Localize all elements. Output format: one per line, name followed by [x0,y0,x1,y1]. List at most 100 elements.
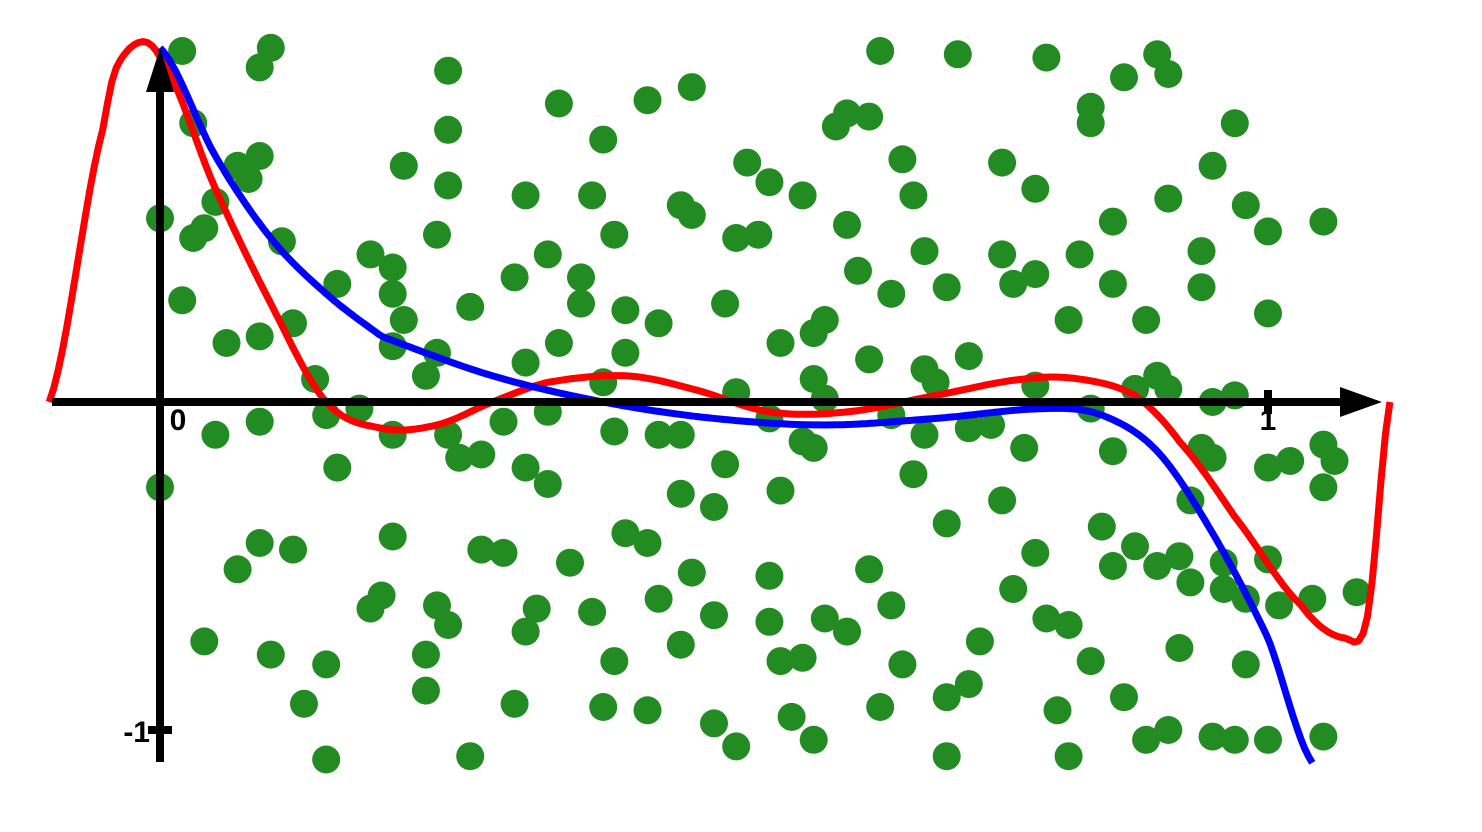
data-point [611,338,640,367]
data-point [954,670,983,699]
data-point [1220,109,1249,138]
data-point [910,237,939,266]
data-point [943,40,972,69]
data-point [633,86,662,115]
data-point [1032,43,1061,72]
data-point [677,558,706,587]
data-point [1154,374,1183,403]
data-point [1021,174,1050,203]
data-point [932,683,961,712]
data-point [855,345,884,374]
data-point [988,486,1017,515]
data-point [223,555,252,584]
data-point [1231,650,1260,679]
data-point [1098,207,1127,236]
data-point [467,535,496,564]
data-point [500,263,529,292]
data-point [666,420,695,449]
data-point [1143,552,1172,580]
data-point [866,693,895,721]
fit-curves [45,38,1394,765]
data-point [1010,433,1039,462]
data-point [290,689,318,718]
data-point [1098,552,1127,580]
y-tick-label: -1 [123,716,150,749]
data-point [511,348,540,377]
data-point [877,279,906,308]
data-point [467,440,496,469]
data-point [1320,447,1349,475]
scatter-points [146,33,1371,774]
data-point [932,509,961,538]
data-point [600,647,629,676]
data-point [245,407,274,436]
data-point [988,148,1017,177]
data-point [700,709,728,738]
data-point [766,329,795,357]
data-point [212,329,241,357]
data-point [1309,207,1338,236]
data-point [434,56,463,85]
data-point [356,240,385,269]
data-point [567,289,595,318]
data-point [323,269,352,298]
data-point [1154,184,1183,213]
data-point [256,640,285,669]
data-point [1154,716,1183,744]
data-point [600,220,629,249]
data-point [544,89,573,118]
data-point [411,640,440,669]
data-point [1165,634,1194,662]
x-tick-label: 1 [1260,404,1277,437]
data-point [567,263,595,292]
data-point [1065,240,1094,269]
data-point [389,306,418,334]
data-point [633,529,662,557]
data-point [1198,151,1227,180]
data-point [1187,273,1216,302]
data-point [644,309,673,338]
data-point [733,148,762,177]
data-point [988,240,1017,269]
x-tick-label: 0 [170,404,187,437]
data-point [1342,578,1371,607]
data-point [1309,473,1338,502]
data-point [954,342,983,371]
data-point [1021,260,1050,289]
blue-fit-curve [157,45,1316,765]
data-point [434,171,463,200]
data-point [932,742,961,771]
data-point [511,453,540,482]
data-point [666,479,695,508]
data-point [999,575,1028,603]
data-point [1054,742,1083,771]
data-point [1254,299,1282,328]
data-point [456,292,485,321]
data-point [766,476,795,505]
data-point [190,627,219,656]
data-point [1110,683,1138,712]
data-point [411,676,440,705]
data-point [611,519,640,548]
data-point [378,522,407,551]
data-point [511,617,540,646]
data-point [888,145,917,174]
data-point [1132,725,1161,754]
data-point [1043,696,1072,725]
data-point [700,493,728,521]
data-point [1209,575,1238,603]
data-point [489,407,518,436]
data-point [965,627,994,656]
data-point [910,355,939,384]
data-point [245,322,274,351]
data-point [578,181,607,210]
data-point [245,529,274,557]
data-point [245,142,274,170]
data-point [533,240,562,269]
x-axis-arrow-icon [1340,387,1382,417]
data-point [954,414,983,443]
data-point [844,256,872,285]
data-point [1087,512,1116,541]
data-point [378,253,407,282]
data-point [1265,591,1294,620]
